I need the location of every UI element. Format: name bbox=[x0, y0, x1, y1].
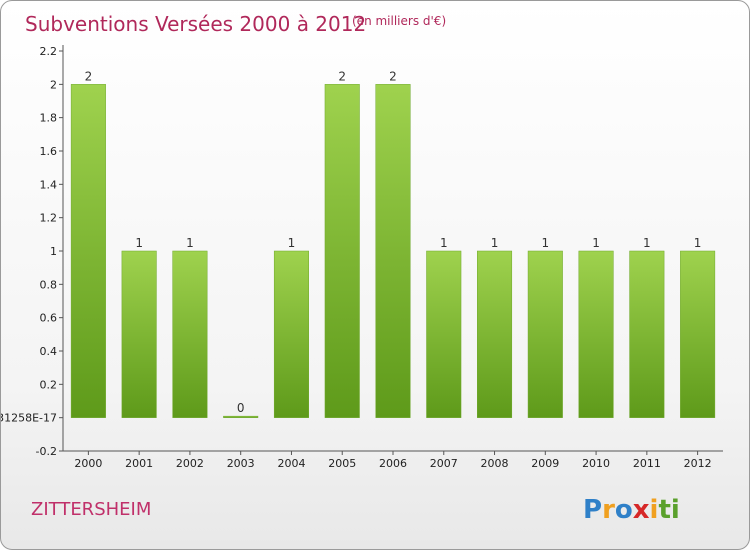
y-tick-label: 1 bbox=[50, 245, 57, 258]
bar-2001 bbox=[121, 250, 157, 418]
bar-2003 bbox=[223, 415, 259, 418]
data-label-2009: 1 bbox=[541, 236, 549, 250]
bar-2011 bbox=[629, 250, 665, 418]
logo-letter: P bbox=[583, 495, 602, 525]
data-label-2008: 1 bbox=[491, 236, 499, 250]
x-tick-label-2008: 2008 bbox=[481, 457, 509, 470]
bar-2002 bbox=[172, 250, 208, 418]
bar-2009 bbox=[527, 250, 563, 418]
data-label-2001: 1 bbox=[135, 236, 143, 250]
x-tick-label-2011: 2011 bbox=[633, 457, 661, 470]
logo-letter: i bbox=[671, 495, 680, 525]
data-label-2011: 1 bbox=[643, 236, 651, 250]
data-label-2002: 1 bbox=[186, 236, 194, 250]
x-tick-label-2009: 2009 bbox=[531, 457, 559, 470]
data-label-2003: 0 bbox=[237, 401, 245, 415]
bar-2008 bbox=[477, 250, 513, 418]
y-tick-label: 0.8 bbox=[40, 278, 58, 291]
proxiti-logo: Proxiti bbox=[583, 495, 680, 525]
y-tick-label: 1.6 bbox=[40, 145, 58, 158]
bar-2004 bbox=[273, 250, 309, 418]
bar-2007 bbox=[426, 250, 462, 418]
y-tick-label: 2 bbox=[50, 78, 57, 91]
bar-2010 bbox=[578, 250, 614, 418]
x-tick-label-2006: 2006 bbox=[379, 457, 407, 470]
place-name: ZITTERSHEIM bbox=[31, 499, 151, 520]
y-tick-label: 1.8 bbox=[40, 112, 58, 125]
data-label-2004: 1 bbox=[288, 236, 296, 250]
data-label-2006: 2 bbox=[389, 69, 397, 83]
bar-2005 bbox=[324, 84, 360, 418]
y-tick-label: 2.2 bbox=[40, 45, 58, 58]
axes: -0.2 -5.5511151231258E-17 0.2 0.4 0.6 0.8 1 1.2… bbox=[1, 45, 723, 470]
y-tick-label: 1.2 bbox=[40, 212, 58, 225]
logo-letter: t bbox=[658, 495, 670, 525]
data-label-2000: 2 bbox=[85, 69, 93, 83]
logo-letter: x bbox=[633, 495, 650, 525]
x-tick-label-2007: 2007 bbox=[430, 457, 458, 470]
x-tick-label-2012: 2012 bbox=[684, 457, 712, 470]
x-tick-label-2010: 2010 bbox=[582, 457, 610, 470]
y-tick-label: 1.4 bbox=[40, 178, 58, 191]
bars: 2 1 1 0 1 2 2 1 1 1 1 1 1 bbox=[70, 69, 716, 418]
chart-subtitle: (en milliers d'€) bbox=[352, 14, 446, 28]
x-tick-label-2000: 2000 bbox=[74, 457, 102, 470]
x-tick-label-2005: 2005 bbox=[328, 457, 356, 470]
bar-2012 bbox=[680, 250, 716, 418]
data-label-2012: 1 bbox=[694, 236, 702, 250]
bar-2000 bbox=[70, 84, 106, 418]
logo-letter: o bbox=[615, 495, 633, 525]
chart-title: Subventions Versées 2000 à 2012 bbox=[25, 12, 366, 36]
y-tick-label: -5.5511151231258E-17 bbox=[1, 412, 57, 425]
x-tick-label-2004: 2004 bbox=[277, 457, 305, 470]
data-label-2005: 2 bbox=[338, 69, 346, 83]
logo-letter: r bbox=[602, 495, 615, 525]
x-tick-label-2002: 2002 bbox=[176, 457, 204, 470]
bar-2006 bbox=[375, 84, 411, 418]
logo-letter: i bbox=[650, 495, 659, 525]
y-tick-label: 0.4 bbox=[40, 345, 58, 358]
data-label-2007: 1 bbox=[440, 236, 448, 250]
x-tick-label-2001: 2001 bbox=[125, 457, 153, 470]
x-tick-label-2003: 2003 bbox=[227, 457, 255, 470]
data-label-2010: 1 bbox=[592, 236, 600, 250]
y-tick-label: -0.2 bbox=[36, 445, 57, 458]
y-tick-label: 0.6 bbox=[40, 312, 58, 325]
y-tick-label: 0.2 bbox=[40, 378, 58, 391]
